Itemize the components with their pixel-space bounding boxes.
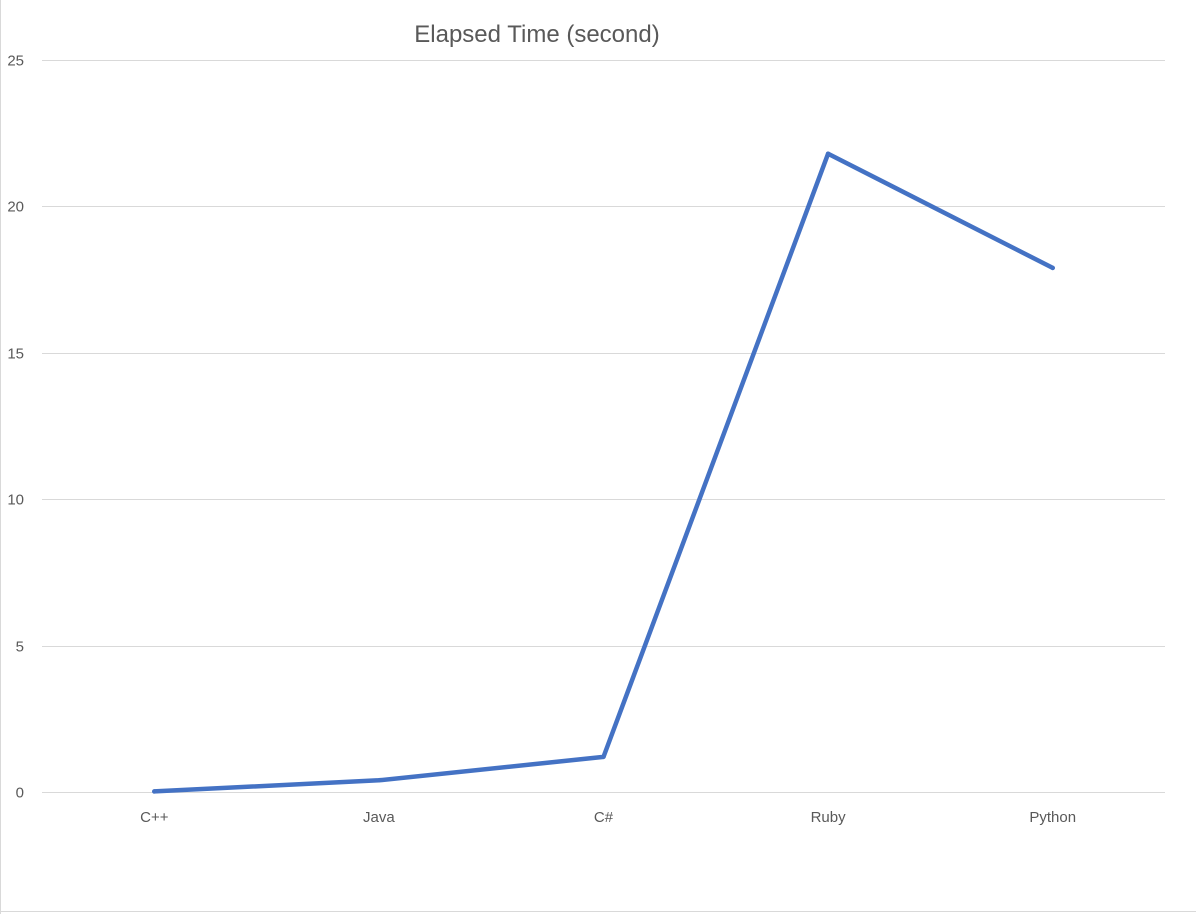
y-tick-label: 10 (7, 492, 24, 509)
data-point (1050, 265, 1055, 271)
series-layer (152, 151, 1055, 794)
data-point (376, 778, 382, 783)
x-tick-label: Ruby (811, 809, 847, 826)
data-point (825, 151, 831, 156)
y-tick-label: 25 (7, 53, 24, 70)
y-tick-label: 20 (7, 199, 24, 216)
series-line (152, 151, 1055, 794)
data-point (152, 789, 157, 794)
y-tick-label: 5 (16, 639, 24, 656)
x-tick-label: C++ (140, 809, 169, 826)
y-tick-label: 15 (7, 346, 24, 363)
x-axis-tick-labels: C++ Java C# Ruby Python (140, 809, 1076, 826)
y-tick-label: 0 (16, 785, 24, 802)
x-tick-label: Python (1029, 809, 1076, 826)
gridlines (42, 60, 1165, 793)
y-axis-tick-labels: 0 5 10 15 20 25 (7, 53, 24, 802)
data-point (601, 754, 606, 760)
x-tick-label: Java (363, 809, 395, 826)
x-tick-label: C# (594, 809, 614, 826)
chart-title: Elapsed Time (second) (414, 21, 659, 48)
